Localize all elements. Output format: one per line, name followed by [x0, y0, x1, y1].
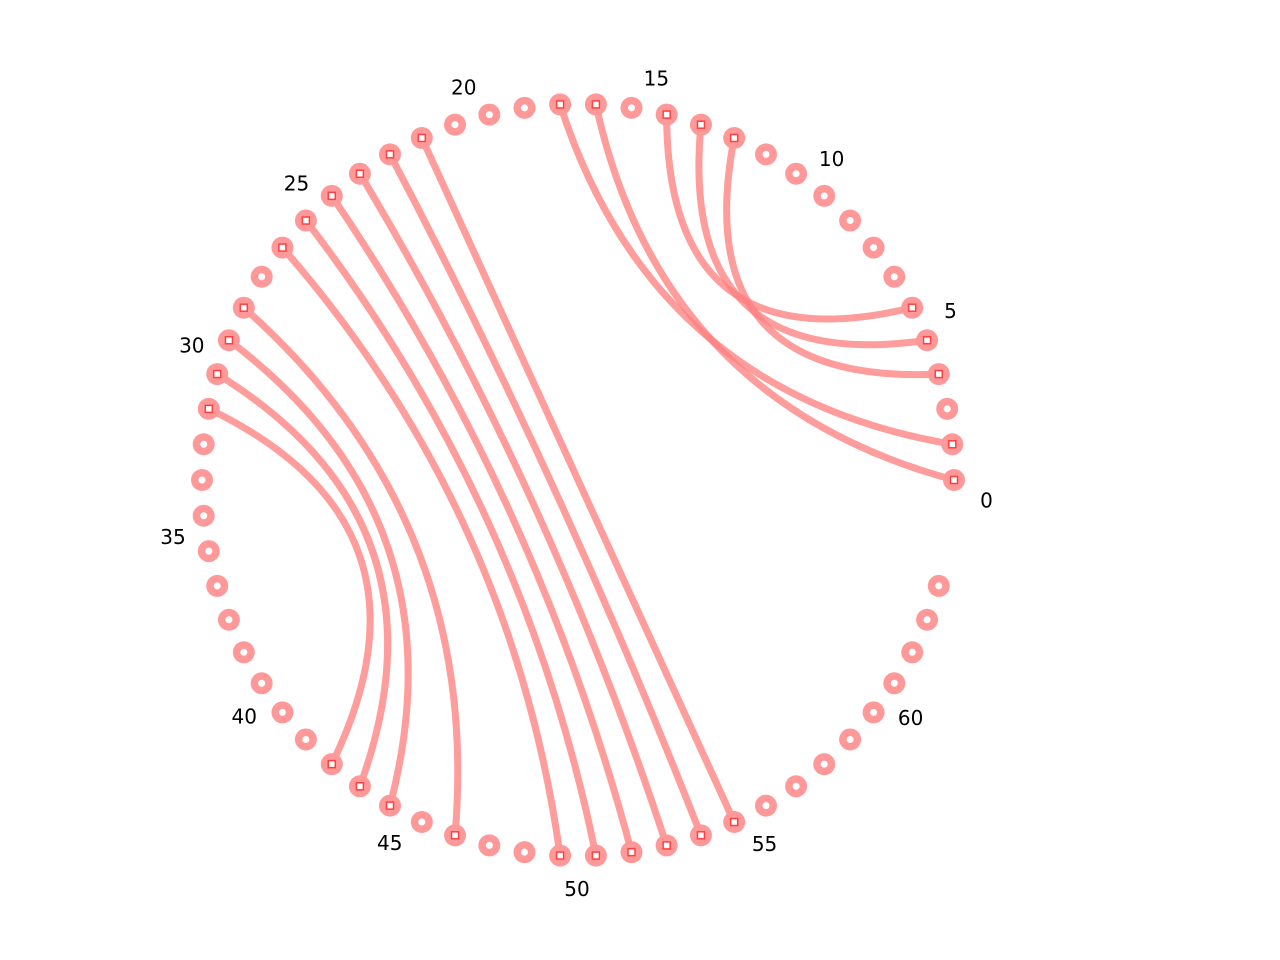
node-21 — [410, 126, 433, 149]
link-22-53 — [386, 150, 705, 839]
node-7 — [862, 236, 885, 259]
node-24 — [320, 184, 343, 207]
node-17 — [549, 93, 572, 116]
nodes-layer — [191, 93, 965, 867]
node-48 — [513, 841, 536, 864]
node-11 — [755, 143, 777, 166]
link-1-17 — [556, 100, 956, 448]
node-26 — [271, 236, 294, 259]
node-28 — [232, 296, 255, 319]
node-18 — [513, 96, 536, 119]
node-29 — [217, 329, 240, 352]
tick-label-0: 0 — [980, 488, 993, 512]
link-26-49 — [278, 244, 564, 860]
node-20 — [444, 113, 467, 136]
link-28-46 — [240, 304, 462, 839]
node-10 — [785, 162, 808, 185]
tick-label-40: 40 — [232, 704, 257, 728]
tick-label-15: 15 — [644, 67, 669, 91]
link-30-43 — [213, 370, 392, 790]
node-54 — [723, 811, 746, 834]
tick-label-5: 5 — [944, 299, 957, 323]
node-12 — [723, 126, 746, 149]
link-24-51 — [328, 192, 636, 856]
node-59 — [862, 701, 885, 724]
tick-label-35: 35 — [160, 525, 185, 549]
node-42 — [320, 753, 343, 776]
node-52 — [655, 834, 678, 857]
node-46 — [444, 824, 467, 847]
node-13 — [689, 113, 712, 136]
node-19 — [478, 103, 501, 126]
node-23 — [348, 162, 371, 185]
node-34 — [192, 504, 215, 527]
tick-label-50: 50 — [564, 877, 589, 901]
node-60 — [883, 672, 906, 695]
node-40 — [271, 701, 294, 724]
node-58 — [839, 728, 862, 751]
node-61 — [901, 641, 924, 664]
node-50 — [584, 844, 607, 867]
link-23-52 — [356, 170, 671, 849]
node-38 — [232, 641, 255, 664]
node-37 — [217, 608, 240, 631]
link-29-44 — [225, 336, 412, 810]
node-5 — [901, 296, 924, 319]
node-35 — [197, 540, 220, 563]
link-25-50 — [302, 217, 600, 860]
node-33 — [191, 469, 213, 491]
node-3 — [927, 363, 950, 386]
node-15 — [620, 96, 643, 119]
tick-label-30: 30 — [179, 333, 204, 357]
tick-labels: 0 5 10 15 20 25 30 35 40 45 50 55 60 — [160, 67, 993, 901]
node-8 — [839, 209, 862, 232]
node-1 — [941, 433, 964, 456]
node-27 — [250, 265, 273, 288]
links-layer — [205, 100, 958, 860]
tick-label-60: 60 — [898, 706, 923, 730]
node-55 — [755, 794, 777, 817]
tick-label-20: 20 — [451, 75, 476, 99]
node-2 — [936, 397, 959, 420]
link-5-14 — [663, 111, 916, 323]
node-16 — [584, 93, 607, 116]
tick-label-10: 10 — [819, 147, 844, 171]
node-14 — [655, 103, 678, 126]
link-21-54 — [418, 134, 738, 826]
node-36 — [206, 574, 229, 597]
node-4 — [916, 329, 939, 352]
node-51 — [620, 841, 643, 864]
node-0 — [943, 469, 965, 491]
node-30 — [206, 363, 229, 386]
node-44 — [379, 794, 401, 817]
node-39 — [250, 672, 273, 695]
tick-label-55: 55 — [752, 832, 777, 856]
node-63 — [927, 574, 950, 597]
node-6 — [883, 265, 906, 288]
node-9 — [813, 184, 836, 207]
node-22 — [379, 143, 401, 166]
node-47 — [478, 834, 501, 857]
node-31 — [197, 397, 220, 420]
node-49 — [549, 844, 572, 867]
node-32 — [192, 433, 215, 456]
tick-label-45: 45 — [377, 831, 402, 855]
node-57 — [813, 753, 836, 776]
link-31-42 — [205, 405, 374, 768]
node-43 — [348, 775, 371, 798]
node-25 — [294, 209, 317, 232]
node-62 — [916, 608, 939, 631]
node-56 — [785, 775, 808, 798]
node-53 — [689, 824, 712, 847]
node-45 — [410, 811, 433, 834]
tick-label-25: 25 — [284, 171, 309, 195]
node-41 — [294, 728, 317, 751]
